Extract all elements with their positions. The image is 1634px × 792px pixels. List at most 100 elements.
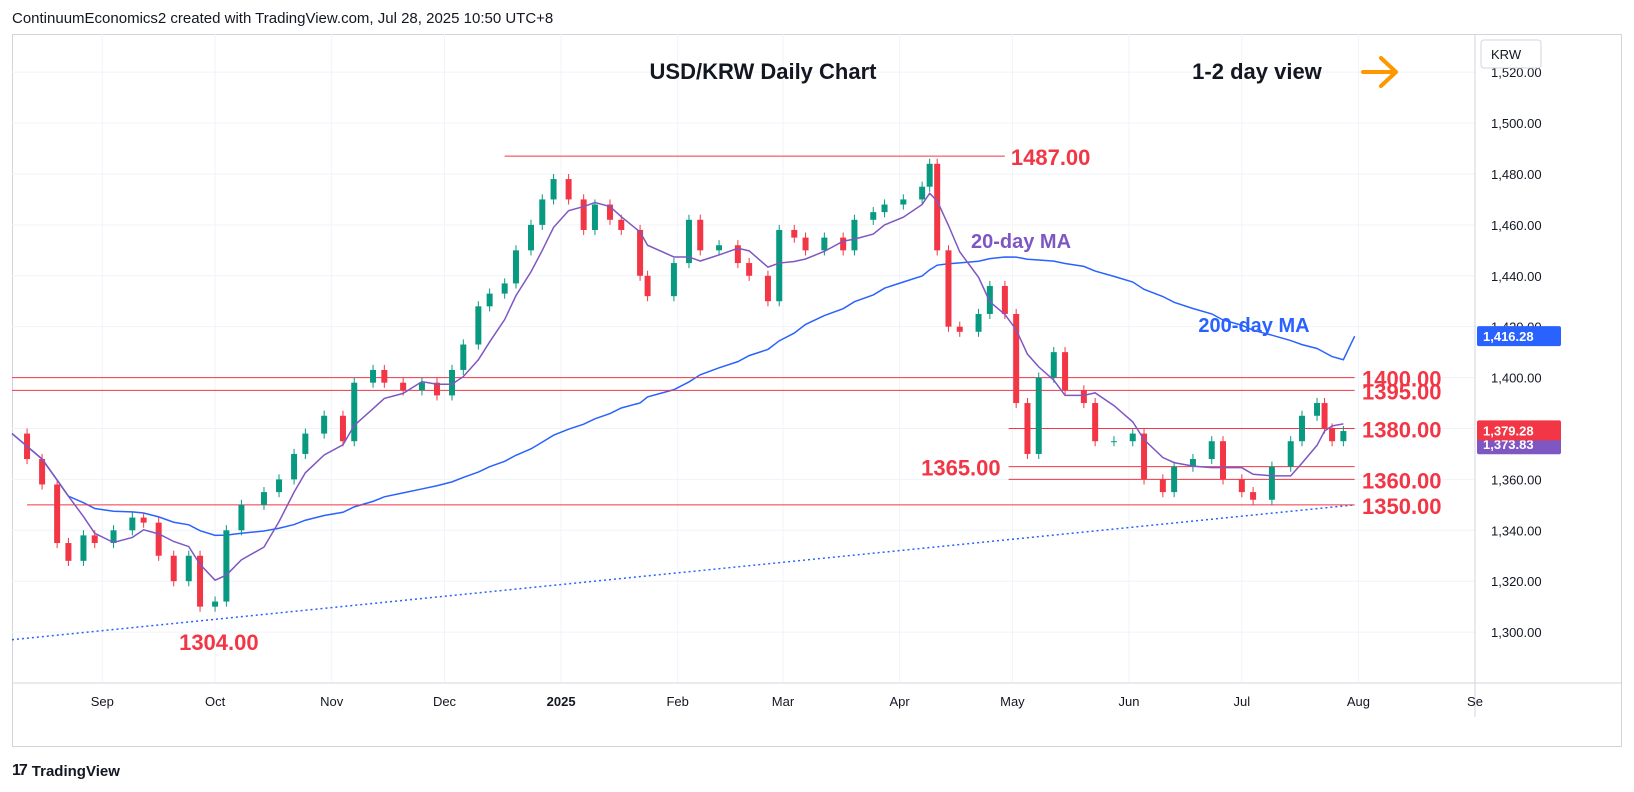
- candle-body: [140, 517, 147, 523]
- level-label: 1360.00: [1362, 468, 1442, 493]
- tradingview-logo[interactable]: 17 TradingView: [12, 762, 120, 780]
- candle-body: [734, 245, 741, 264]
- time-tick-label: Dec: [433, 694, 457, 709]
- time-tick-label: 2025: [547, 694, 576, 709]
- candle-body: [1024, 403, 1031, 454]
- candle-body: [260, 492, 267, 505]
- time-tick-label: Se: [1467, 694, 1483, 709]
- candle-body: [110, 530, 117, 544]
- candle-body: [197, 555, 204, 607]
- candle-body: [975, 313, 982, 332]
- candle-body: [65, 543, 72, 561]
- candle-body: [539, 199, 546, 225]
- candle-body: [1141, 433, 1148, 480]
- candle-body: [486, 293, 493, 307]
- candle-body: [791, 229, 798, 238]
- candle-body: [926, 163, 933, 187]
- level-label: 1395.00: [1362, 379, 1442, 404]
- candle-body: [291, 453, 298, 480]
- candle-body: [129, 517, 136, 531]
- candle-body: [351, 382, 358, 442]
- candle-body: [185, 555, 192, 582]
- price-tick-label: 1,440.00: [1491, 269, 1542, 284]
- axes-layer: 1,300.001,320.001,340.001,360.001,380.00…: [12, 34, 1622, 717]
- level-label: 1365.00: [921, 456, 1001, 481]
- candle-body: [606, 204, 613, 220]
- ma20-line: [11, 192, 1344, 582]
- price-tick-label: 1,500.00: [1491, 116, 1542, 131]
- time-tick-label: May: [1000, 694, 1025, 709]
- candle-body: [302, 433, 309, 454]
- time-tick-label: Nov: [320, 694, 344, 709]
- candle-body: [433, 382, 440, 396]
- candle-body: [170, 555, 177, 582]
- candle-body: [1250, 492, 1257, 500]
- candle-body: [580, 199, 587, 230]
- chart-title: USD/KRW Daily Chart: [650, 59, 878, 84]
- candle-body: [644, 275, 651, 297]
- currency-label: KRW: [1491, 47, 1522, 62]
- last-price-tag-bg: [1477, 420, 1561, 441]
- candle-body: [1208, 441, 1215, 460]
- grid: [12, 34, 1476, 683]
- candle-body: [685, 219, 692, 264]
- candle-body: [637, 229, 644, 276]
- candle-body: [1298, 415, 1305, 442]
- candle-body: [339, 415, 346, 442]
- level-label: 1380.00: [1362, 417, 1442, 442]
- candle-body: [764, 275, 771, 302]
- candle-body: [212, 601, 219, 607]
- time-tick-label: Mar: [772, 694, 795, 709]
- candle-body: [945, 250, 952, 327]
- candle-body: [449, 369, 456, 396]
- candle-body: [1062, 352, 1069, 391]
- candle-body: [155, 522, 162, 556]
- time-tick-label: Oct: [205, 694, 226, 709]
- candle-body: [80, 535, 87, 561]
- candle-body: [1129, 433, 1136, 442]
- candle-body: [1340, 431, 1347, 442]
- candle-body: [716, 245, 723, 251]
- candle-body: [276, 479, 283, 493]
- candle-body: [565, 179, 572, 200]
- candle-body: [223, 530, 230, 602]
- level-label: 1350.00: [1362, 494, 1442, 519]
- tradingview-logo-icon: 17: [12, 762, 28, 779]
- ma20-price-tag: 1,373.83: [1483, 437, 1534, 452]
- price-tick-label: 1,300.00: [1491, 625, 1542, 640]
- candle-body: [1329, 428, 1336, 442]
- support-trendline: [11, 504, 1355, 641]
- ma200-price-tag: 1,416.28: [1483, 329, 1534, 344]
- ma200-label: 200-day MA: [1198, 315, 1309, 337]
- ma200-layer: [11, 256, 1356, 537]
- chart-attribution: ContinuumEconomics2 created with Trading…: [12, 10, 554, 27]
- candle-body: [1110, 441, 1117, 443]
- candle-body: [1092, 403, 1099, 442]
- candle-body: [528, 224, 535, 251]
- candle-body: [1080, 390, 1087, 404]
- candle-body: [870, 212, 877, 220]
- candle-body: [501, 283, 508, 294]
- candle-body: [238, 504, 245, 531]
- candle-body: [1321, 403, 1328, 429]
- time-tick-label: Sep: [91, 694, 114, 709]
- candle-body: [54, 484, 61, 544]
- candle-body: [381, 369, 388, 383]
- candle-body: [1050, 352, 1057, 378]
- candle-body: [418, 382, 425, 391]
- price-tick-label: 1,320.00: [1491, 574, 1542, 589]
- view-label: 1-2 day view: [1192, 59, 1323, 84]
- candle-body: [934, 163, 941, 251]
- annotations-layer: 1304.00 USD/KRW Daily Chart 1-2 day view 20…: [179, 56, 1398, 655]
- candle-body: [400, 382, 407, 391]
- candle-body: [1268, 466, 1275, 500]
- candle-body: [591, 204, 598, 230]
- candle-body: [1159, 479, 1166, 493]
- last-price-tag: 1,379.28: [1483, 423, 1534, 438]
- candle-body: [1238, 479, 1245, 493]
- candle-body: [1171, 466, 1178, 493]
- price-tick-label: 1,400.00: [1491, 371, 1542, 386]
- candle-body: [821, 237, 828, 251]
